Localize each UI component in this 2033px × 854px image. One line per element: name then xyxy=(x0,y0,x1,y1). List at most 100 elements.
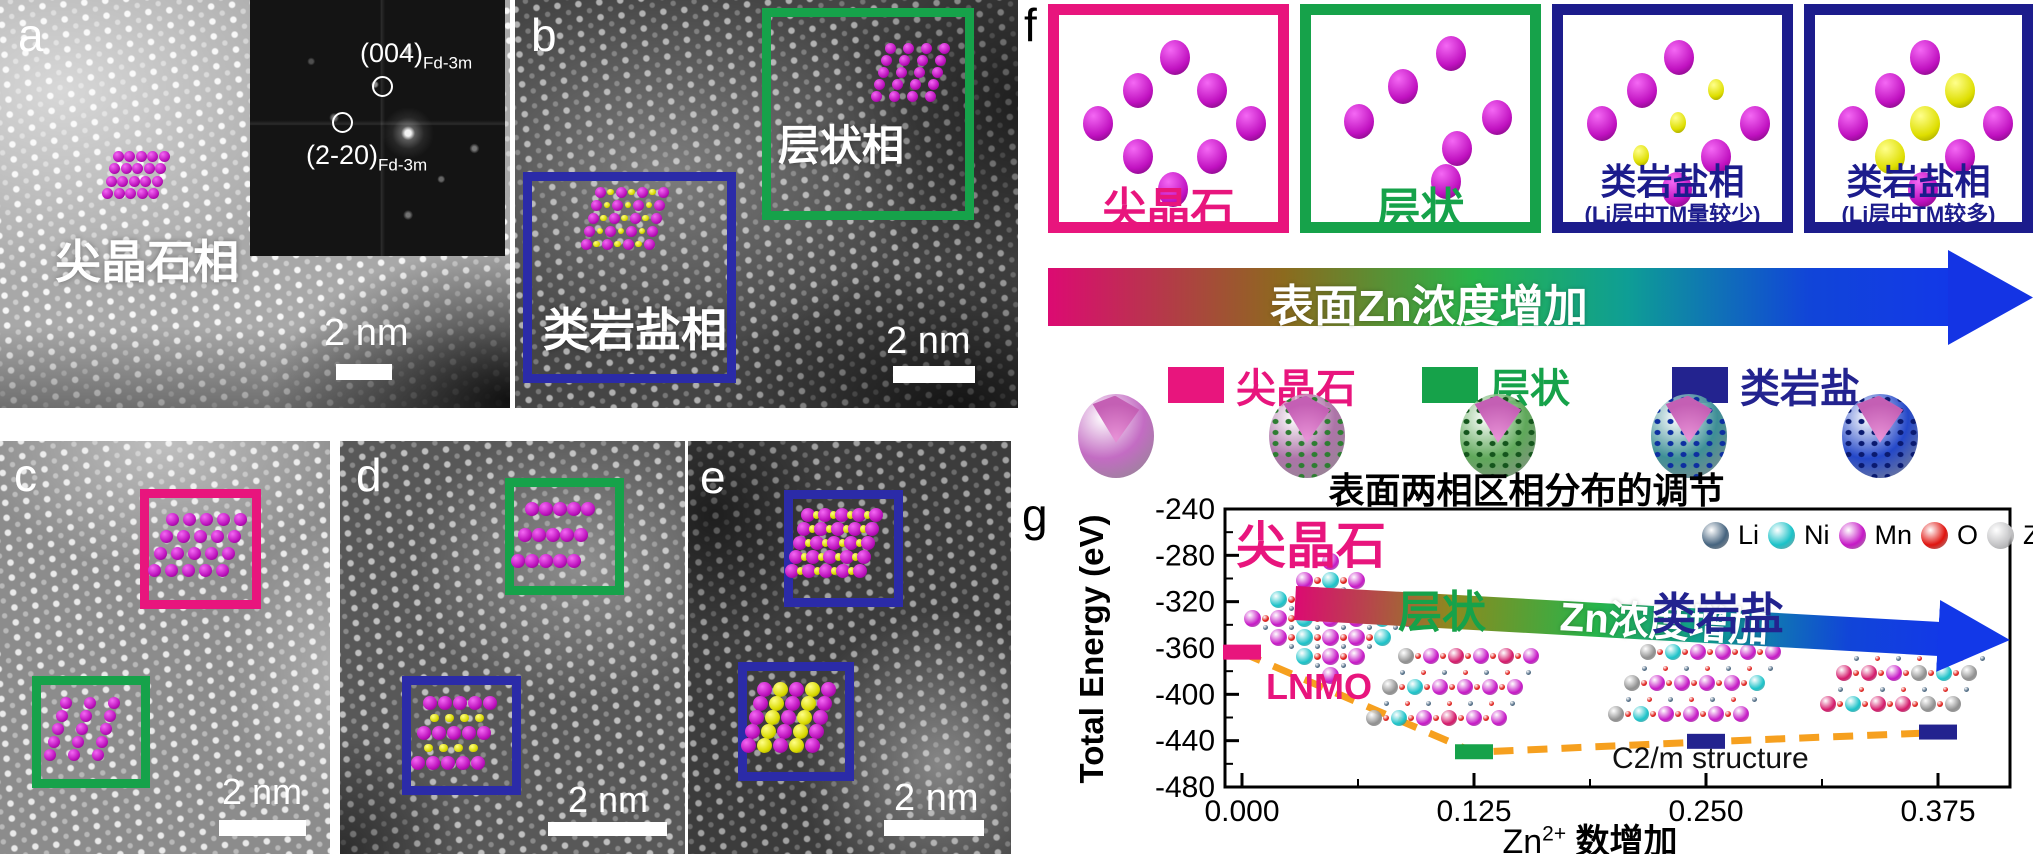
atom-dot xyxy=(423,696,437,710)
atom-dot xyxy=(829,511,838,519)
panel-e-label: e xyxy=(700,451,726,503)
structure-atom xyxy=(1724,675,1740,691)
structure-atom xyxy=(1691,680,1697,686)
tm-atom xyxy=(1159,39,1190,75)
atom-dot xyxy=(539,502,553,516)
atom-dot xyxy=(120,163,132,174)
atom-dot xyxy=(654,199,665,211)
atom-dot xyxy=(892,78,903,90)
atom-dot xyxy=(804,681,820,697)
structure-atom xyxy=(1870,696,1886,712)
atom-dot xyxy=(647,225,658,237)
phase-box-2: 类岩盐相 (Li层中TM量较少) xyxy=(1552,4,1793,233)
atom-dot xyxy=(789,550,803,564)
structure-atom xyxy=(1295,628,1313,646)
atom-dot xyxy=(96,736,108,748)
structure-atom xyxy=(1425,700,1431,706)
rocksalt-roi-box xyxy=(402,676,521,795)
structure-atom xyxy=(1921,686,1927,692)
phase-box-subtitle: (Li层中TM较多) xyxy=(1841,202,1996,227)
tm-atom xyxy=(1122,72,1153,108)
structure-atom xyxy=(1449,684,1455,690)
atom-dot xyxy=(124,150,135,162)
structure-atom xyxy=(1269,628,1287,646)
atom-dot xyxy=(649,188,656,196)
structure-atom xyxy=(1916,655,1922,661)
structure-atom xyxy=(1262,624,1268,630)
atom-dot xyxy=(475,713,484,723)
structure-atom xyxy=(1820,696,1836,712)
atom-dot xyxy=(165,512,179,526)
structure-atom xyxy=(1399,684,1405,690)
panel-d-tem-image: d 2 nm xyxy=(340,441,685,854)
atom-dot xyxy=(584,225,595,237)
atom-dot xyxy=(801,508,815,522)
atom-dot xyxy=(855,539,864,547)
atom-dot xyxy=(170,546,184,560)
structure-atom xyxy=(1688,696,1694,702)
structure-atom xyxy=(1853,655,1859,661)
layered-roi-box xyxy=(505,478,624,595)
atom-dot xyxy=(438,696,452,710)
atom-dot xyxy=(469,743,478,753)
structure-atom xyxy=(1321,628,1339,646)
atom-dot xyxy=(851,553,860,561)
structure-atom xyxy=(1261,614,1269,622)
structure-atom xyxy=(1646,696,1652,702)
structure-atom xyxy=(1608,706,1624,722)
atom-dot xyxy=(128,175,140,187)
structure-atom xyxy=(1625,696,1631,702)
atom-dot xyxy=(643,238,655,250)
atom-dot xyxy=(614,240,621,248)
panel-e-tem-image: e 2 nm xyxy=(688,441,1011,854)
atom-dot xyxy=(148,188,159,199)
atom-dot xyxy=(819,564,833,578)
annotation-lnmo: LNMO xyxy=(1266,666,1372,707)
structure-atom xyxy=(1404,700,1410,706)
atom-dot xyxy=(740,737,756,753)
atom-dot xyxy=(836,564,850,578)
structure-atom xyxy=(1945,696,1961,712)
structure-atom xyxy=(1746,665,1752,671)
structure-atom xyxy=(1433,715,1439,721)
fft-spot-circle xyxy=(372,76,393,97)
atom-dot xyxy=(198,563,212,577)
atom-dot xyxy=(776,723,792,739)
structure-atom xyxy=(1288,624,1294,630)
structure-atom xyxy=(1321,666,1339,684)
atom-dot xyxy=(831,522,845,536)
atom-dot xyxy=(48,736,60,748)
atom-dot xyxy=(788,737,804,753)
tm-atom xyxy=(1431,164,1462,200)
atom-dot xyxy=(600,214,607,222)
atom-dot xyxy=(560,528,574,542)
tm-in-li-atom xyxy=(1945,72,1976,108)
atom-dot xyxy=(511,554,525,568)
atom-dot xyxy=(844,536,858,550)
structure-atom xyxy=(1625,711,1631,717)
structure-atom xyxy=(1683,665,1689,671)
zn-gradient-arrow-body xyxy=(1048,268,1953,326)
structure-atom xyxy=(1895,655,1901,661)
fft-spot-label-2-20: (2-20)Fd-3m xyxy=(306,140,428,175)
phase-box-subtitle: (Li层中TM量较少) xyxy=(1584,202,1761,227)
atom-dot xyxy=(567,502,581,516)
atom-dot xyxy=(181,563,195,577)
atom-dot xyxy=(804,539,813,547)
structure-atom xyxy=(1269,609,1287,627)
structure-atom xyxy=(1462,669,1468,675)
atom-dot xyxy=(132,163,143,174)
atom-dot xyxy=(899,54,910,66)
svg-text:-400: -400 xyxy=(1155,678,1215,711)
atom-dot xyxy=(539,554,553,568)
structure-atom xyxy=(1340,624,1346,630)
atom-dot xyxy=(594,186,606,198)
structure-atom xyxy=(1399,669,1405,675)
tm-atom xyxy=(1945,139,1976,175)
atom-dot xyxy=(176,529,190,543)
structure-atom xyxy=(1288,605,1294,611)
atom-dot xyxy=(817,553,826,561)
atom-dot xyxy=(772,681,788,697)
tm-atom xyxy=(1700,139,1731,175)
scalebar xyxy=(884,820,984,836)
